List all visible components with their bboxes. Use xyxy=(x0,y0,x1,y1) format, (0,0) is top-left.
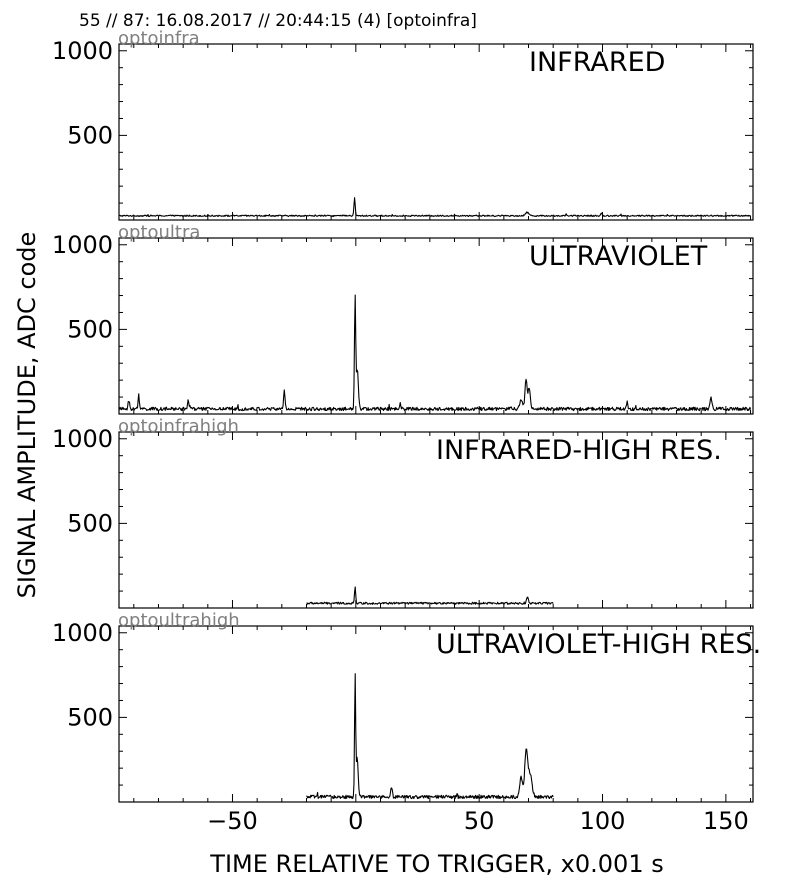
plot-frame xyxy=(118,625,754,803)
y-tick-label: 500 xyxy=(67,315,113,343)
panel-optoinfra: 1000 500 optoinfra INFRARED xyxy=(52,28,754,221)
panels-group: 1000500optoinfraINFRARED1000500optoultra… xyxy=(52,28,761,835)
y-tick-label: 1000 xyxy=(52,231,113,259)
panel-title: INFRARED xyxy=(529,47,665,78)
y-tick-label: 500 xyxy=(67,509,113,537)
channel-label: optoultra xyxy=(118,222,200,243)
x-tick-label: 0 xyxy=(348,807,363,835)
panel-optoultrahigh: 1000 500 optoultrahigh ULTRAVIOLET-HIGH RES… xyxy=(52,610,761,803)
signal-trace-optoinfra xyxy=(118,197,751,217)
x-tick-label: 100 xyxy=(580,807,626,835)
y-tick-label: 500 xyxy=(67,703,113,731)
chart-header: 55 // 87: 16.08.2017 // 20:44:15 (4) [op… xyxy=(79,11,477,31)
plot-frame xyxy=(118,43,754,221)
channel-label: optoultrahigh xyxy=(118,610,240,631)
plot-frame xyxy=(118,431,754,609)
x-tick-label: 150 xyxy=(703,807,749,835)
channel-label: optoinfra xyxy=(118,28,200,49)
y-tick-label: 1000 xyxy=(52,37,113,65)
plot-frame xyxy=(118,237,754,415)
y-tick-label: 500 xyxy=(67,121,113,149)
y-tick-label: 1000 xyxy=(52,619,113,647)
panel-optoultra: 1000 500 optoultra ULTRAVIOLET xyxy=(52,222,754,415)
panel-optoinfrahigh: 1000 500 optoinfrahigh INFRARED-HIGH RES. xyxy=(52,416,754,609)
signal-trace-optoinfrahigh xyxy=(306,586,554,605)
y-axis-label: SIGNAL AMPLITUDE, ADC code xyxy=(13,232,41,599)
signal-trace-optoultra xyxy=(118,294,752,412)
panel-title: ULTRAVIOLET xyxy=(529,241,708,272)
signal-trace-optoultrahigh xyxy=(306,673,554,800)
x-tick-label: −50 xyxy=(207,807,258,835)
panel-title: INFRARED-HIGH RES. xyxy=(436,435,722,466)
y-tick-label: 1000 xyxy=(52,425,113,453)
channel-label: optoinfrahigh xyxy=(118,416,239,437)
panel-title: ULTRAVIOLET-HIGH RES. xyxy=(436,629,761,660)
x-axis-label: TIME RELATIVE TO TRIGGER, x0.001 s xyxy=(209,850,663,878)
x-tick-label: 50 xyxy=(464,807,495,835)
